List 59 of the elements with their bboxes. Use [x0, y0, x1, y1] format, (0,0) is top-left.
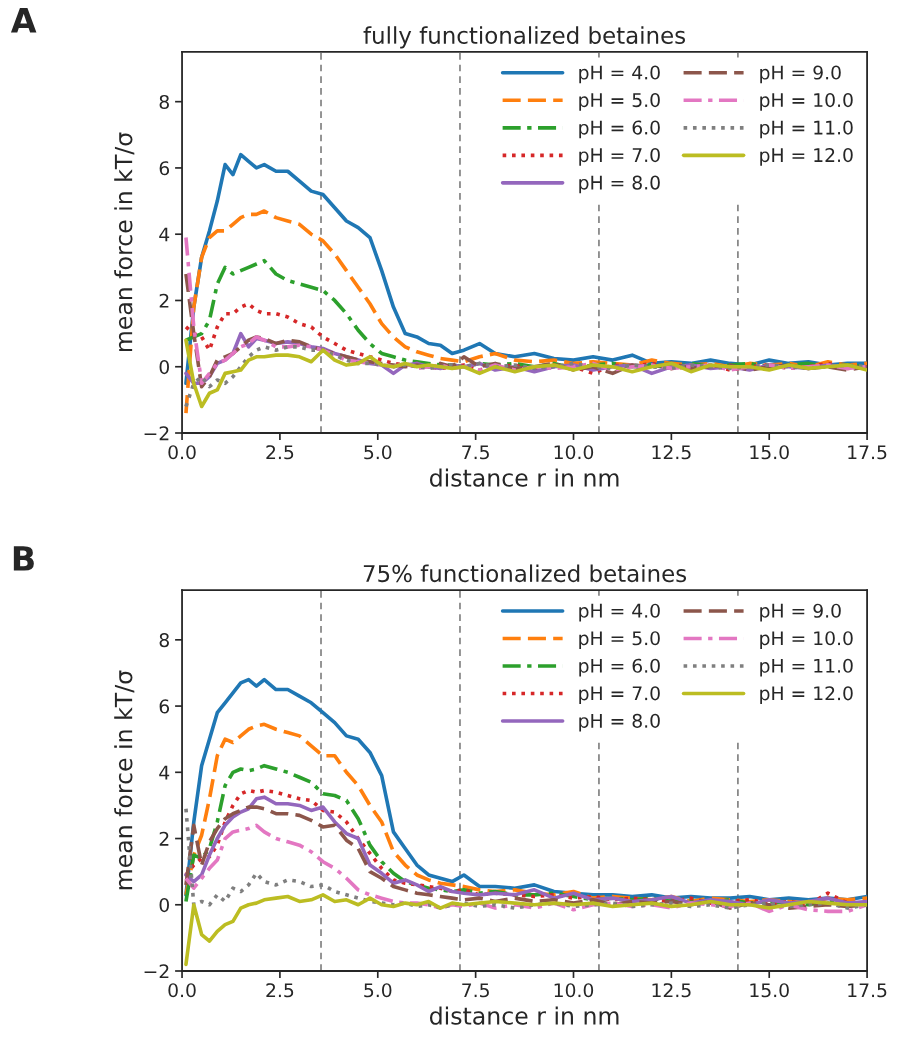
x-tick-label: 12.5	[652, 445, 691, 460]
legend-label: pH = 12.0	[760, 686, 853, 705]
legend-label: pH = 8.0	[579, 713, 660, 732]
y-tick-label: 4	[159, 227, 170, 242]
y-tick-label: 0	[159, 897, 169, 913]
x-tick-label: 15.0	[750, 445, 789, 460]
legend-label: pH = 9.0	[760, 65, 841, 84]
legend-label: pH = 6.0	[579, 658, 660, 677]
legend-label: pH = 5.0	[579, 631, 660, 649]
legend-label: pH = 5.0	[579, 92, 660, 111]
x-tick-label: 2.5	[266, 445, 294, 460]
legend-label: pH = 11.0	[760, 658, 853, 677]
line-series	[184, 893, 868, 967]
legend-label: pH = 9.0	[760, 603, 841, 622]
y-tick-label: 4	[159, 765, 170, 780]
x-tick-label: 0.0	[168, 445, 196, 460]
x-tick-label: 17.5	[848, 445, 887, 460]
chart-title: 75% functionalized betaines	[363, 564, 687, 583]
x-tick-label: 10.0	[554, 445, 594, 460]
text: A	[10, 8, 37, 33]
line-series	[184, 235, 868, 386]
x-axis-title: distance r in nm	[429, 1006, 619, 1025]
x-tick-label: 2.5	[266, 983, 294, 998]
y-tick-label: 0	[159, 359, 169, 375]
chart-title: fully functionalized betaines	[363, 26, 686, 49]
y-tick-label: 6	[159, 699, 170, 714]
legend-label: pH = 6.0	[579, 120, 660, 139]
line-series	[184, 823, 868, 914]
legend-label: pH = 12.0	[760, 147, 853, 166]
legend-label: pH = 10.0	[760, 631, 853, 649]
line-series	[184, 272, 868, 389]
line-series	[184, 209, 868, 415]
legend-label: pH = 7.0	[579, 147, 660, 166]
x-tick-label: 15.0	[750, 983, 789, 998]
legend-label: pH = 10.0	[760, 92, 853, 111]
y-tick-label: −2	[144, 426, 169, 441]
y-tick-label: −2	[144, 964, 169, 979]
legend-label: pH = 4.0	[579, 603, 660, 622]
legend-label: pH = 7.0	[579, 686, 660, 705]
y-tick-label: 8	[159, 94, 169, 110]
x-tick-label: 12.5	[652, 983, 691, 998]
x-tick-label: 10.0	[554, 983, 594, 998]
y-axis-title: mean force in kT/σ	[114, 132, 135, 352]
y-tick-label: 6	[159, 161, 170, 176]
x-tick-label: 5.0	[364, 445, 392, 460]
y-tick-label: 2	[159, 831, 169, 846]
x-axis-title: distance r in nm	[429, 468, 619, 487]
legend-label: pH = 11.0	[760, 120, 853, 139]
legend-label: pH = 8.0	[579, 175, 660, 194]
y-tick-label: 2	[159, 293, 169, 308]
text: B	[13, 546, 34, 571]
x-tick-label: 0.0	[168, 983, 196, 998]
legend-label: pH = 4.0	[579, 65, 660, 84]
y-tick-label: 8	[159, 633, 169, 648]
x-tick-label: 17.5	[848, 983, 887, 998]
y-axis-title: mean force in kT/σ	[114, 670, 135, 890]
x-tick-label: 7.5	[462, 445, 489, 460]
x-tick-label: 5.0	[364, 983, 392, 998]
x-tick-label: 7.5	[462, 983, 489, 998]
